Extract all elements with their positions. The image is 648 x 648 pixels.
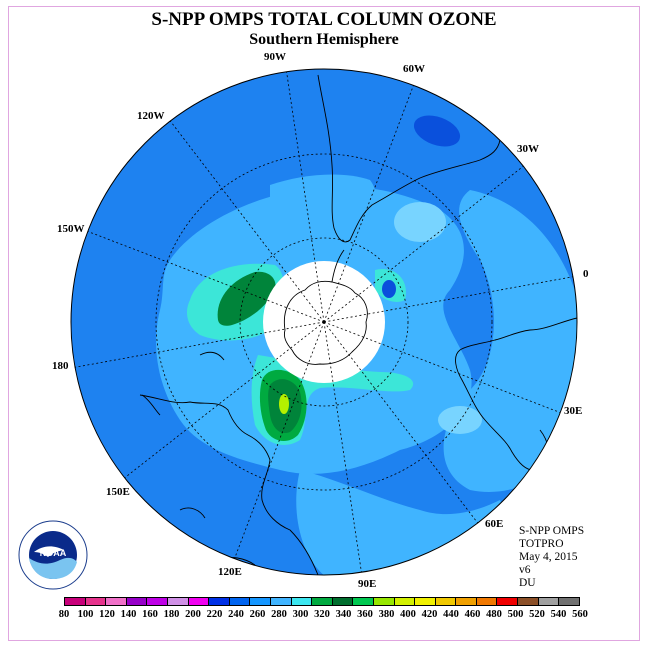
colorbar-cell xyxy=(106,598,127,605)
coastline-africa xyxy=(455,317,577,471)
south-pole-marker xyxy=(322,320,326,324)
info-date: May 4, 2015 xyxy=(519,551,578,563)
colorbar-tick-label: 400 xyxy=(400,609,416,620)
meridian-60w xyxy=(323,75,418,323)
lon-label-30e: 30E xyxy=(564,405,583,417)
coastline-antarctica xyxy=(283,280,368,365)
ozone-contour-yellow-green-max xyxy=(279,394,289,414)
colorbar-tick-label: 500 xyxy=(507,609,524,620)
lon-label-90w: 90W xyxy=(264,51,286,63)
svg-text:NOAA: NOAA xyxy=(40,548,67,558)
colorbar-cell xyxy=(188,598,210,605)
colorbar-cell xyxy=(209,598,230,605)
map-title: S-NPP OMPS TOTAL COLUMN OZONE xyxy=(151,9,497,30)
ozone-contour-deep-blue-pole xyxy=(382,280,396,298)
product-info: S-NPP OMPS TOTPRO May 4, 2015 v6 DU xyxy=(519,525,584,590)
ozone-colorbar xyxy=(64,597,580,606)
colorbar-tick-label: 540 xyxy=(550,609,567,620)
colorbar-cell xyxy=(373,598,395,605)
colorbar-cell xyxy=(126,598,148,605)
colorbar-tick-label: 460 xyxy=(464,609,481,620)
colorbar-cell xyxy=(394,598,416,605)
colorbar-cell xyxy=(538,598,560,605)
colorbar-tick-label: 100 xyxy=(77,609,94,620)
colorbar-tick-label: 220 xyxy=(206,609,223,620)
colorbar-cell xyxy=(85,598,107,605)
colorbar-cell xyxy=(312,598,333,605)
colorbar-tick-label: 120 xyxy=(99,609,115,620)
ozone-contour-deep-blue-north xyxy=(413,115,461,147)
colorbar-cell xyxy=(497,598,519,605)
lon-label-120e: 120E xyxy=(218,566,242,578)
colorbar-tick-label: 360 xyxy=(357,609,373,620)
colorbar-cell xyxy=(435,598,457,605)
colorbar-tick-label: 440 xyxy=(443,609,459,620)
lon-label-90e: 90E xyxy=(358,578,377,590)
latitude-circle-60s xyxy=(239,237,409,407)
colorbar-tick-label: 140 xyxy=(120,609,137,620)
colorbar-tick-label: 240 xyxy=(228,609,244,620)
lon-label-120w: 120W xyxy=(137,110,165,122)
colorbar-cell xyxy=(65,598,86,605)
coastline-new-zealand xyxy=(141,351,225,416)
colorbar-cell xyxy=(147,598,168,605)
colorbar-cell xyxy=(353,598,374,605)
coastline-antarctic-peninsula xyxy=(331,249,345,283)
colorbar-tick-label: 300 xyxy=(292,609,309,620)
coastline-australia xyxy=(139,394,319,575)
colorbar-tick-label: 420 xyxy=(421,609,438,620)
info-instrument: S-NPP OMPS xyxy=(519,525,585,537)
colorbar-tick-label: 380 xyxy=(378,609,395,620)
colorbar-cell xyxy=(229,598,251,605)
colorbar-cell xyxy=(291,598,313,605)
ozone-colorbar-labels: 80 100 120 140 160 180 200 220 240 260 280 300 320 34… xyxy=(56,609,596,623)
figure-frame xyxy=(8,6,640,641)
lon-label-0: 0 xyxy=(583,268,589,280)
colorbar-tick-label: 320 xyxy=(314,609,330,620)
lon-label-30w: 30W xyxy=(517,143,539,155)
latitude-circle-30s xyxy=(155,153,493,491)
meridian-120e xyxy=(230,321,325,569)
map-boundary xyxy=(70,68,578,576)
colorbar-cell xyxy=(270,598,292,605)
lon-label-60e: 60E xyxy=(485,518,504,530)
colorbar-tick-label: 260 xyxy=(249,609,266,620)
colorbar-tick-label: 280 xyxy=(271,609,287,620)
meridian-30w xyxy=(323,160,531,323)
info-units: DU xyxy=(519,577,536,589)
colorbar-cell xyxy=(456,598,477,605)
lon-label-150w: 150W xyxy=(57,223,85,235)
colorbar-cell xyxy=(250,598,271,605)
colorbar-tick-label: 160 xyxy=(142,609,158,620)
colorbar-tick-label: 340 xyxy=(335,609,352,620)
colorbar-cell xyxy=(476,598,498,605)
meridian-150e xyxy=(117,321,325,484)
colorbar-tick-label: 560 xyxy=(572,609,588,620)
colorbar-cell xyxy=(332,598,354,605)
ozone-contour-cyan-patch-1 xyxy=(394,202,446,242)
colorbar-cell xyxy=(518,598,539,605)
info-version: v6 xyxy=(519,564,531,576)
lon-label-180: 180 xyxy=(52,360,69,372)
info-product: TOTPRO xyxy=(519,538,564,550)
map-subtitle: Southern Hemisphere xyxy=(249,31,399,48)
lon-label-60w: 60W xyxy=(403,63,425,75)
colorbar-tick-label: 200 xyxy=(185,609,201,620)
colorbar-tick-label: 80 xyxy=(58,609,70,620)
ozone-contour-light-blue-north xyxy=(270,174,376,226)
lon-label-150e: 150E xyxy=(106,486,130,498)
colorbar-cell xyxy=(167,598,189,605)
colorbar-tick-label: 520 xyxy=(529,609,545,620)
ozone-contour-green-west xyxy=(217,271,276,326)
coastline-south-america xyxy=(317,74,501,243)
colorbar-tick-label: 180 xyxy=(163,609,180,620)
colorbar-cell xyxy=(559,598,579,605)
colorbar-tick-label: 480 xyxy=(486,609,502,620)
noaa-logo: NOAA xyxy=(18,520,88,590)
colorbar-cell xyxy=(415,598,436,605)
